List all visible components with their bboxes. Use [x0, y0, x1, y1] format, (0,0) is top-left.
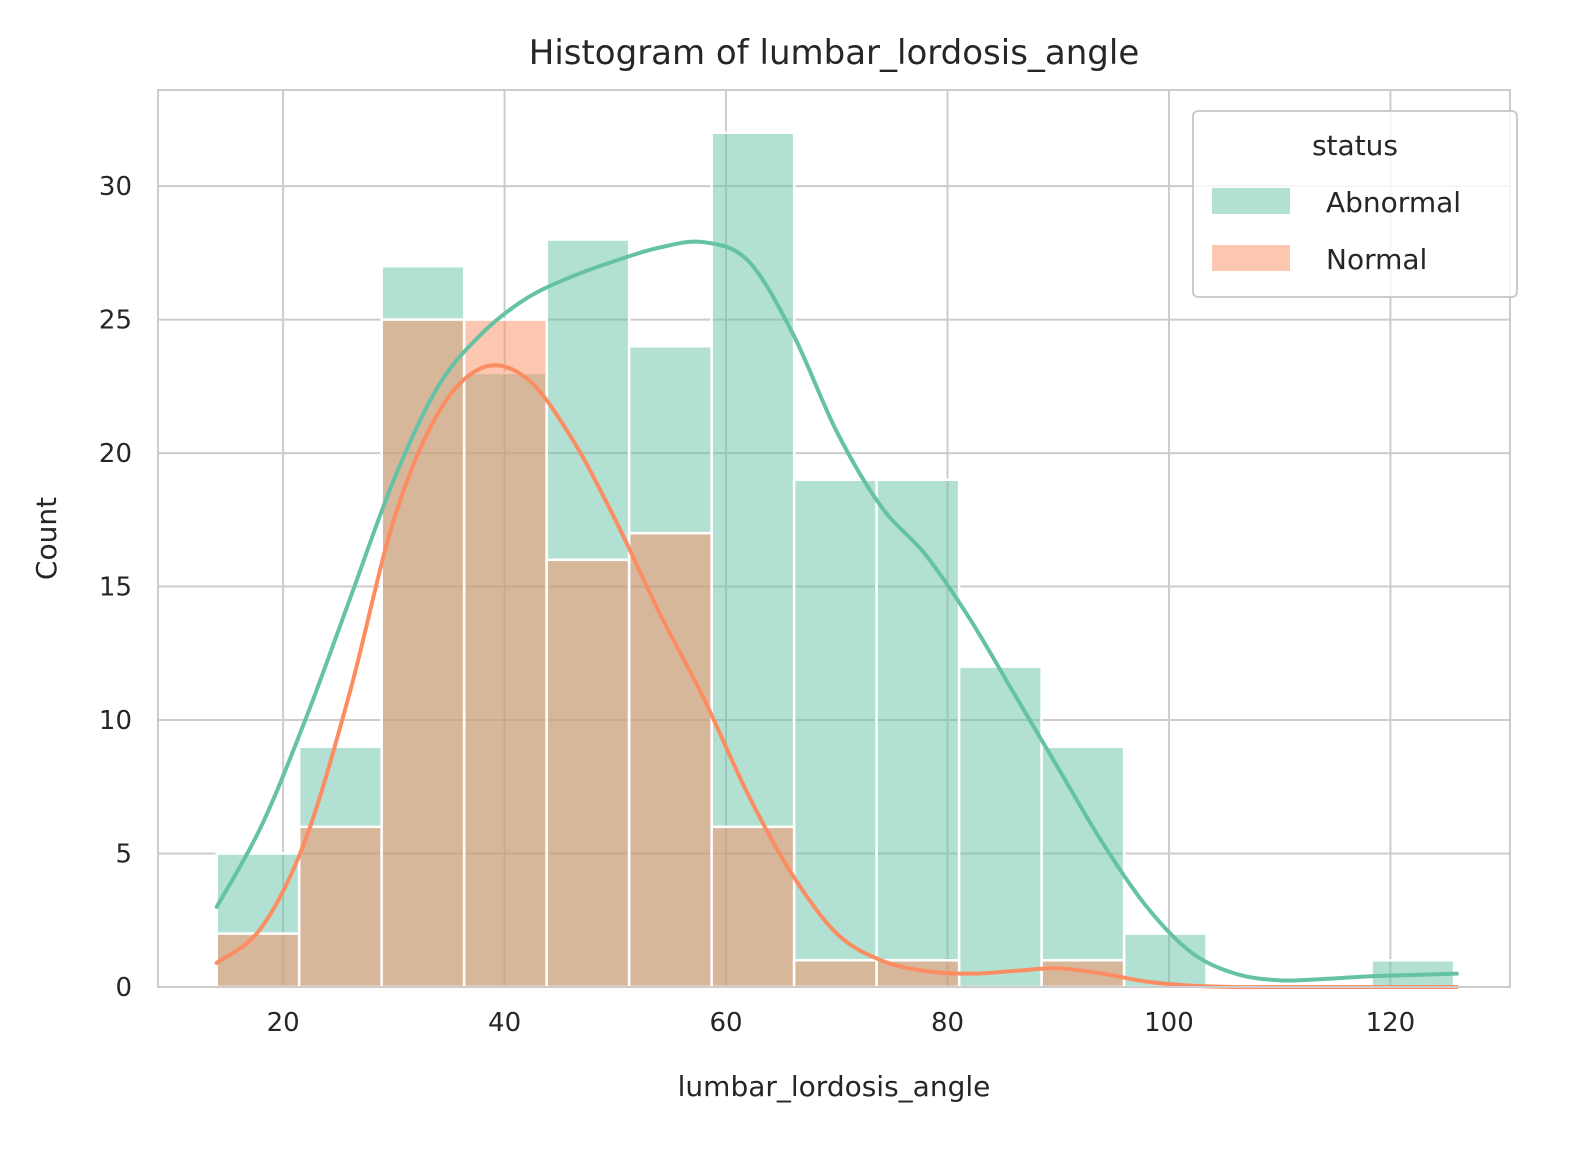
bar-normal — [380, 318, 466, 989]
bar-normal — [627, 531, 713, 989]
legend: status Abnormal Normal — [1192, 110, 1518, 298]
x-tick-label: 20 — [267, 1008, 300, 1038]
x-tick-label: 80 — [931, 1008, 964, 1038]
x-tick-label: 120 — [1366, 1008, 1416, 1038]
y-axis-label: Count — [30, 497, 63, 580]
kde-line-abnormal — [214, 239, 1459, 983]
x-axis-label: lumbar_lordosis_angle — [678, 1070, 991, 1103]
bar-abnormal — [957, 665, 1043, 989]
x-tick-label: 40 — [488, 1008, 521, 1038]
y-tick-label: 10 — [99, 706, 132, 736]
y-tick-label: 0 — [115, 973, 132, 1003]
bar-normal — [462, 318, 548, 989]
y-tick-label: 25 — [99, 306, 132, 336]
legend-label-abnormal: Abnormal — [1326, 186, 1461, 219]
y-tick-label: 15 — [99, 573, 132, 603]
legend-label-normal: Normal — [1326, 243, 1427, 276]
bar-normal — [792, 959, 878, 989]
chart-title: Histogram of lumbar_lordosis_angle — [529, 33, 1140, 73]
bar-abnormal — [1040, 745, 1126, 989]
bar-abnormal — [875, 478, 961, 989]
bar-normal — [545, 558, 631, 989]
bar-abnormal — [1122, 932, 1208, 989]
bar-normal — [297, 825, 383, 989]
legend-swatch-normal — [1212, 245, 1290, 271]
x-tick-label: 60 — [709, 1008, 742, 1038]
bar-abnormal — [792, 478, 878, 989]
tick-labels: 20 40 60 80 100 120 0 5 10 15 20 25 30 — [99, 172, 1415, 1038]
legend-title: status — [1312, 129, 1398, 162]
y-tick-label: 20 — [99, 439, 132, 469]
bar-normal — [710, 825, 796, 989]
x-tick-label: 100 — [1144, 1008, 1194, 1038]
bar-normal — [215, 932, 301, 989]
plot-frame — [157, 89, 1511, 988]
y-tick-label: 5 — [115, 840, 132, 870]
histogram-bars — [215, 131, 1456, 989]
y-tick-label: 30 — [99, 172, 132, 202]
legend-swatch-abnormal — [1212, 188, 1290, 214]
